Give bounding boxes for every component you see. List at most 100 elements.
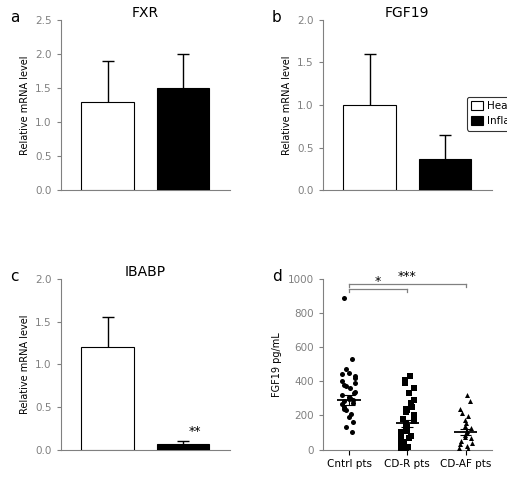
Text: c: c [10, 269, 19, 284]
Point [397, 428, 405, 436]
Point [350, 374, 358, 382]
Point [457, 437, 465, 445]
Point [340, 403, 348, 411]
Point [340, 397, 348, 405]
Point [345, 393, 353, 401]
Point [463, 442, 471, 450]
Point [402, 421, 410, 429]
Text: *: * [375, 275, 381, 288]
Point [342, 423, 350, 431]
Point [340, 381, 348, 389]
Point [349, 396, 357, 404]
Point [456, 441, 464, 449]
Point [405, 434, 413, 442]
Title: FGF19: FGF19 [385, 6, 429, 20]
Point [402, 424, 410, 432]
Y-axis label: Relative mRNA level: Relative mRNA level [20, 55, 29, 155]
Point [399, 415, 407, 423]
Y-axis label: Relative mRNA level: Relative mRNA level [281, 55, 292, 155]
Point [456, 405, 464, 412]
Text: **: ** [189, 425, 201, 438]
Point [349, 418, 357, 426]
Point [455, 444, 463, 452]
Point [400, 440, 408, 448]
Y-axis label: FGF19 pg/mL: FGF19 pg/mL [272, 332, 282, 397]
Point [338, 401, 346, 409]
Point [401, 375, 409, 383]
Point [403, 427, 411, 435]
Point [351, 388, 359, 396]
Point [403, 422, 411, 430]
Point [466, 397, 474, 405]
Title: IBABP: IBABP [125, 265, 166, 279]
Point [410, 396, 418, 404]
Bar [343, 105, 396, 190]
Bar [157, 444, 209, 450]
Point [462, 391, 470, 399]
Point [402, 444, 410, 452]
Point [397, 430, 406, 438]
Point [461, 416, 469, 424]
Point [340, 405, 348, 412]
Point [461, 433, 469, 441]
Text: b: b [272, 9, 282, 25]
Point [402, 408, 410, 416]
Point [410, 412, 418, 419]
Point [458, 409, 466, 417]
Point [463, 427, 471, 435]
Title: FXR: FXR [132, 6, 159, 20]
Point [406, 372, 414, 380]
Point [461, 419, 469, 427]
Bar [157, 88, 209, 190]
Legend: Healthy Mucosa, Inflammed Mucosa: Healthy Mucosa, Inflammed Mucosa [466, 96, 507, 130]
Point [351, 372, 359, 380]
Point [342, 382, 350, 390]
Point [410, 384, 418, 392]
Point [350, 389, 358, 397]
Point [342, 407, 350, 414]
Point [405, 389, 413, 397]
Point [402, 405, 410, 412]
Point [401, 438, 409, 446]
Point [402, 419, 410, 427]
Point [345, 413, 353, 421]
Point [463, 412, 472, 420]
Point [346, 384, 354, 392]
Point [468, 439, 476, 447]
Point [461, 422, 469, 430]
Point [351, 379, 359, 387]
Point [346, 394, 354, 402]
Bar [82, 347, 134, 450]
Text: d: d [272, 269, 282, 284]
Point [463, 429, 471, 437]
Point [338, 370, 346, 378]
Point [348, 428, 356, 436]
Point [397, 441, 405, 449]
Y-axis label: Relative mRNA level: Relative mRNA level [20, 315, 29, 414]
Point [408, 403, 416, 411]
Point [396, 436, 405, 444]
Point [345, 395, 353, 403]
Point [340, 294, 348, 302]
Point [347, 410, 355, 418]
Point [401, 379, 409, 387]
Point [349, 399, 357, 407]
Point [348, 355, 356, 363]
Point [467, 424, 475, 432]
Point [338, 391, 346, 399]
Point [397, 445, 405, 453]
Text: ***: *** [398, 270, 417, 283]
Point [403, 407, 411, 414]
Point [407, 432, 415, 440]
Point [345, 369, 353, 377]
Point [407, 400, 415, 408]
Bar [82, 102, 134, 190]
Point [467, 435, 475, 443]
Point [342, 366, 350, 373]
Bar [419, 159, 471, 190]
Point [404, 443, 412, 451]
Point [464, 445, 472, 453]
Point [461, 431, 469, 439]
Text: a: a [10, 9, 19, 25]
Point [339, 377, 347, 385]
